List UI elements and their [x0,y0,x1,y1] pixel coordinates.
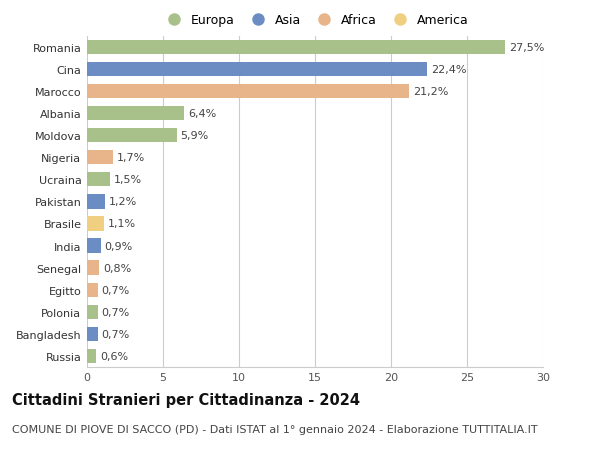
Bar [87,349,96,364]
Bar [87,305,98,319]
Text: 22,4%: 22,4% [431,65,467,75]
Text: COMUNE DI PIOVE DI SACCO (PD) - Dati ISTAT al 1° gennaio 2024 - Elaborazione TUT: COMUNE DI PIOVE DI SACCO (PD) - Dati IST… [12,425,538,435]
Bar [87,129,176,143]
Bar [87,62,427,77]
Text: 1,5%: 1,5% [113,175,142,185]
Bar [87,217,104,231]
Bar [87,84,409,99]
Text: 5,9%: 5,9% [181,131,209,141]
Text: 0,8%: 0,8% [103,263,131,273]
Text: 0,7%: 0,7% [101,329,130,339]
Legend: Europa, Asia, Africa, America: Europa, Asia, Africa, America [161,14,469,27]
Bar [87,40,505,55]
Bar [87,195,105,209]
Text: 27,5%: 27,5% [509,43,544,53]
Text: 21,2%: 21,2% [413,87,448,97]
Text: 0,7%: 0,7% [101,285,130,295]
Bar [87,327,98,341]
Bar [87,239,101,253]
Bar [87,173,110,187]
Text: Cittadini Stranieri per Cittadinanza - 2024: Cittadini Stranieri per Cittadinanza - 2… [12,392,360,408]
Bar [87,151,113,165]
Text: 6,4%: 6,4% [188,109,217,119]
Text: 0,7%: 0,7% [101,307,130,317]
Text: 0,6%: 0,6% [100,351,128,361]
Bar [87,106,184,121]
Text: 0,9%: 0,9% [104,241,133,251]
Bar [87,283,98,297]
Text: 1,7%: 1,7% [116,153,145,163]
Bar [87,261,99,275]
Text: 1,1%: 1,1% [107,219,136,229]
Text: 1,2%: 1,2% [109,197,137,207]
